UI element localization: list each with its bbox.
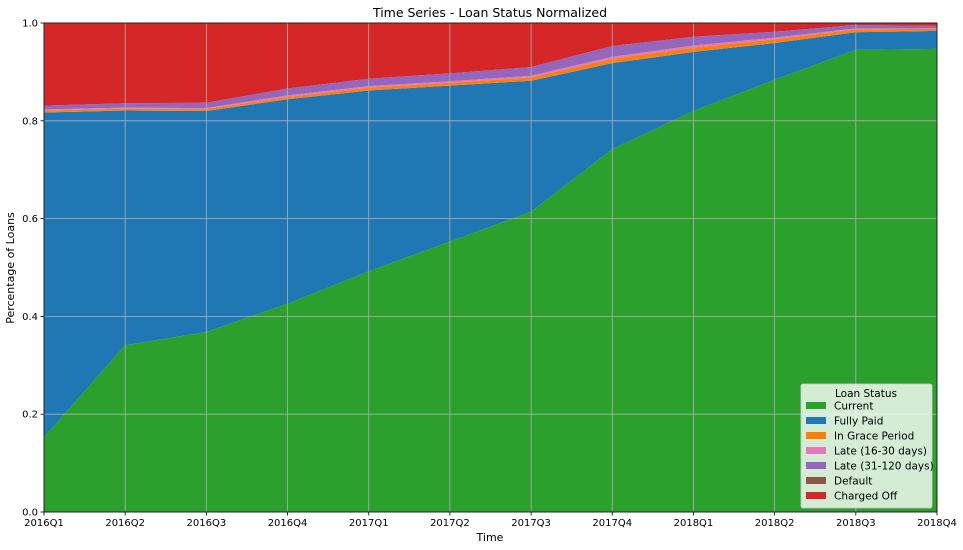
legend-label: Charged Off: [834, 491, 898, 503]
legend-box: [800, 383, 933, 509]
legend: Loan Status Current Fully Paid In Grace Pe…: [800, 383, 934, 509]
x-tick-label: 2016Q4: [268, 518, 308, 529]
y-tick-label: 1.0: [22, 19, 38, 30]
y-axis-label: Percentage of Loans: [4, 212, 17, 324]
legend-swatch: [806, 417, 826, 424]
legend-swatch: [806, 462, 826, 469]
legend-title: Loan Status: [835, 388, 897, 400]
x-tick-label: 2018Q2: [755, 518, 795, 529]
y-tick-label: 0.4: [22, 312, 38, 323]
legend-label: In Grace Period: [834, 431, 914, 443]
legend-swatch: [806, 477, 826, 484]
x-tick-label: 2018Q4: [917, 518, 957, 529]
area-layers: [44, 23, 937, 513]
area-series: [44, 23, 937, 106]
x-tick-label: 2016Q1: [24, 518, 64, 529]
y-tick-label: 0.0: [22, 508, 38, 519]
x-axis-ticks: 2016Q1 2016Q2 2016Q3 2016Q4 2017Q1 2017Q2 2017…: [24, 512, 957, 529]
y-tick-label: 0.8: [22, 116, 38, 127]
y-tick-label: 0.2: [22, 410, 38, 421]
legend-label: Late (16-30 days): [834, 446, 927, 458]
legend-swatch: [806, 432, 826, 439]
area-series: [44, 48, 937, 513]
plot-frame: [43, 22, 938, 513]
x-tick-label: 2018Q3: [836, 518, 876, 529]
chart-title: Time Series - Loan Status Normalized: [372, 5, 607, 20]
x-tick-label: 2016Q2: [105, 518, 145, 529]
legend-swatch: [806, 402, 826, 409]
legend-swatch: [806, 447, 826, 454]
x-axis-label: Time: [476, 531, 504, 544]
x-tick-label: 2017Q4: [592, 518, 632, 529]
x-tick-label: 2017Q3: [511, 518, 551, 529]
legend-label: Current: [834, 401, 873, 413]
legend-label: Fully Paid: [834, 416, 883, 428]
y-tick-label: 0.6: [22, 214, 38, 225]
y-axis-ticks: 0.0 0.2 0.4 0.6 0.8 1.0: [22, 19, 44, 519]
x-tick-label: 2016Q3: [187, 518, 227, 529]
x-tick-label: 2018Q1: [674, 518, 714, 529]
x-tick-label: 2017Q2: [430, 518, 470, 529]
legend-label: Default: [834, 476, 872, 488]
legend-swatch: [806, 492, 826, 499]
legend-label: Late (31-120 days): [834, 461, 934, 473]
x-tick-label: 2017Q1: [349, 518, 389, 529]
area-series: [44, 30, 937, 438]
legend-items: Current Fully Paid In Grace Period Late (16…: [806, 401, 934, 503]
